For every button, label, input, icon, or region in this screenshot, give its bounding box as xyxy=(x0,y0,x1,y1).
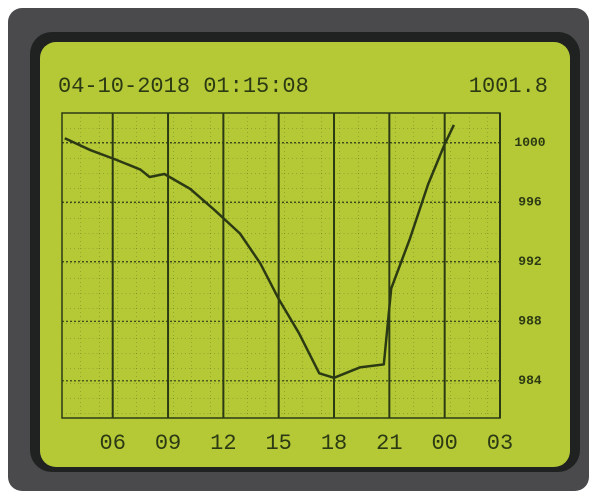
x-tick-label: 21 xyxy=(376,431,402,456)
y-tick-label: 1000 xyxy=(514,135,545,150)
x-tick-label: 03 xyxy=(487,431,513,456)
x-tick-label: 18 xyxy=(321,431,347,456)
y-tick-label: 996 xyxy=(518,195,542,210)
x-tick-label: 00 xyxy=(431,431,457,456)
x-tick-label: 09 xyxy=(155,431,181,456)
x-tick-label: 15 xyxy=(265,431,291,456)
x-tick-label: 06 xyxy=(100,431,126,456)
chart: 04-10-2018 01:15:08 1001.8 1000 996 992 988… xyxy=(0,0,597,499)
y-tick-label: 988 xyxy=(518,314,542,329)
x-tick-label: 12 xyxy=(210,431,236,456)
y-tick-label: 984 xyxy=(518,373,542,388)
date-time: 04-10-2018 01:15:08 xyxy=(58,74,309,99)
y-tick-label: 992 xyxy=(518,254,542,269)
current-pressure: 1001.8 xyxy=(469,74,548,99)
minor-grid xyxy=(62,113,500,418)
page: 04-10-2018 01:15:08 1001.8 1000 996 992 988… xyxy=(0,0,597,499)
